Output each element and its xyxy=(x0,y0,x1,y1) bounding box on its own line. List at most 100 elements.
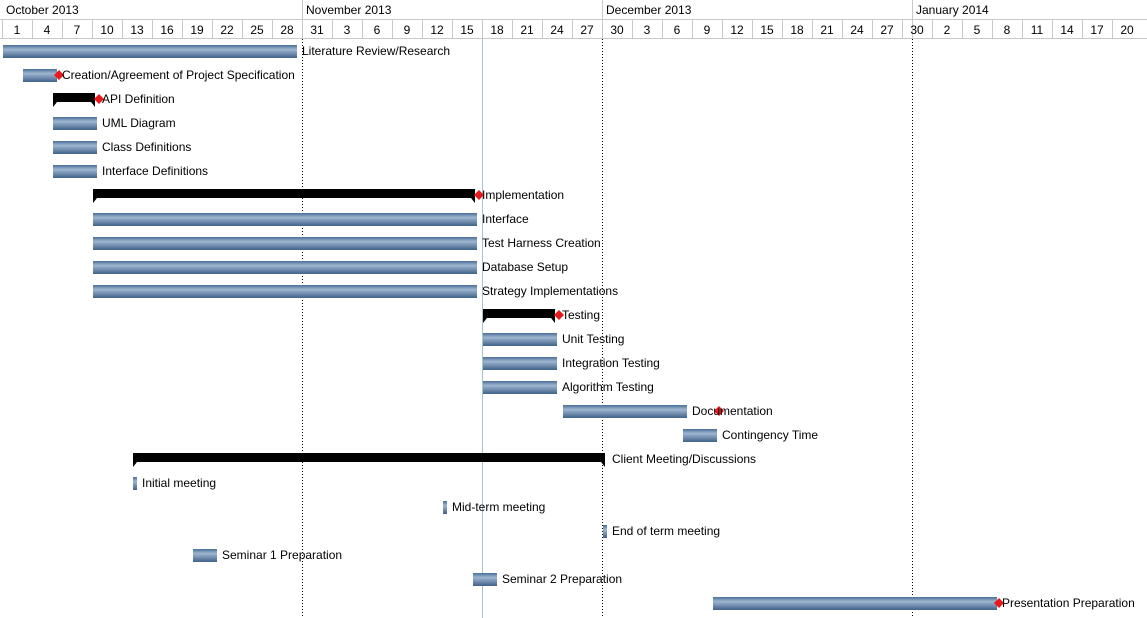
day-tick-label: 5 xyxy=(974,23,981,37)
day-tick-label: 17 xyxy=(1090,23,1104,37)
day-tick-label: 27 xyxy=(580,23,594,37)
task-label: Database Setup xyxy=(482,260,568,274)
task-row: Interface xyxy=(93,212,529,226)
task-label: UML Diagram xyxy=(102,116,176,130)
task-row: Presentation Preparation xyxy=(713,596,1135,610)
summary-bar-cap-right xyxy=(471,198,475,203)
task-label: Class Definitions xyxy=(102,140,191,154)
task-row: Test Harness Creation xyxy=(93,236,601,250)
task-bar xyxy=(473,573,497,586)
task-row: Testing xyxy=(483,308,600,323)
timeline-header: October 2013 November 2013 December 2013 Ja… xyxy=(0,0,1147,39)
task-label: Integration Testing xyxy=(562,356,660,370)
summary-bar xyxy=(133,453,605,462)
task-label: Interface xyxy=(482,212,529,226)
task-row: Literature Review/Research xyxy=(3,44,450,58)
milestone-marker xyxy=(54,70,64,80)
task-row: Documentation xyxy=(563,404,773,418)
day-tick-label: 18 xyxy=(790,23,804,37)
task-bar xyxy=(443,501,447,514)
task-row: Seminar 1 Preparation xyxy=(193,548,342,562)
task-rows: Literature Review/Research Creation/Agree… xyxy=(3,44,1135,610)
day-tick-label: 12 xyxy=(430,23,444,37)
day-tick-label: 19 xyxy=(190,23,204,37)
day-tick-label: 1 xyxy=(14,23,21,37)
task-label: Initial meeting xyxy=(142,476,216,490)
day-tick-label: 30 xyxy=(610,23,624,37)
summary-bar-cap-right xyxy=(551,318,555,323)
task-label: Strategy Implementations xyxy=(482,284,618,298)
day-tick-label: 21 xyxy=(520,23,534,37)
task-bar xyxy=(93,261,477,274)
day-tick-label: 3 xyxy=(344,23,351,37)
day-tick-label: 8 xyxy=(1004,23,1011,37)
task-label: End of term meeting xyxy=(612,524,720,538)
summary-bar xyxy=(93,189,475,198)
day-tick-label: 14 xyxy=(1060,23,1074,37)
task-label: Implementation xyxy=(482,188,564,202)
task-label: API Definition xyxy=(102,92,175,106)
day-tick-label: 11 xyxy=(1031,23,1044,37)
task-label: Test Harness Creation xyxy=(482,236,601,250)
day-tick-label: 21 xyxy=(820,23,834,37)
task-row: Database Setup xyxy=(93,260,568,274)
summary-bar-cap-left xyxy=(53,102,57,107)
task-row: Implementation xyxy=(93,188,564,203)
summary-bar-cap-left xyxy=(133,462,137,467)
month-label: January 2014 xyxy=(916,3,989,17)
day-tick-label: 16 xyxy=(160,23,174,37)
task-row: Client Meeting/Discussions xyxy=(133,452,756,467)
day-tick-label: 25 xyxy=(250,23,264,37)
task-row: Initial meeting xyxy=(133,476,216,490)
day-tick-label: 28 xyxy=(280,23,294,37)
task-label: Contingency Time xyxy=(722,428,818,442)
day-tick-label: 18 xyxy=(490,23,504,37)
task-bar xyxy=(483,381,557,394)
task-row: End of term meeting xyxy=(603,524,720,538)
day-tick-label: 24 xyxy=(550,23,564,37)
milestone-marker xyxy=(554,310,564,320)
task-label: Client Meeting/Discussions xyxy=(612,452,756,466)
task-label: Seminar 2 Preparation xyxy=(502,572,622,586)
milestone-marker xyxy=(474,190,484,200)
milestone-marker xyxy=(714,406,724,416)
task-bar xyxy=(483,333,557,346)
task-label: Literature Review/Research xyxy=(302,44,450,58)
summary-bar-cap-left xyxy=(93,198,97,203)
task-bar xyxy=(93,285,477,298)
task-label: Presentation Preparation xyxy=(1002,596,1135,610)
task-row: API Definition xyxy=(53,92,175,107)
task-row: Mid-term meeting xyxy=(443,500,545,514)
task-row: Integration Testing xyxy=(483,356,660,370)
day-tick-label: 9 xyxy=(404,23,411,37)
task-bar xyxy=(53,165,97,178)
day-tick-label: 24 xyxy=(850,23,864,37)
task-bar xyxy=(23,69,57,82)
task-label: Testing xyxy=(562,308,600,322)
summary-bar-cap-left xyxy=(483,318,487,323)
day-tick-label: 7 xyxy=(74,23,81,37)
day-tick-label: 6 xyxy=(674,23,681,37)
task-row: Contingency Time xyxy=(683,428,818,442)
day-tick-label: 20 xyxy=(1120,23,1134,37)
task-label: Algorithm Testing xyxy=(562,380,654,394)
task-row: Strategy Implementations xyxy=(93,284,618,298)
summary-bar-cap-right xyxy=(91,102,95,107)
day-tick-label: 15 xyxy=(460,23,474,37)
summary-bar-cap-right xyxy=(601,462,605,467)
day-tick-label: 22 xyxy=(220,23,234,37)
day-tick-label: 6 xyxy=(374,23,381,37)
task-row: Interface Definitions xyxy=(53,164,208,178)
task-row: Algorithm Testing xyxy=(483,380,654,394)
day-tick-label: 31 xyxy=(310,23,324,37)
task-bar xyxy=(193,549,217,562)
day-tick-label: 9 xyxy=(704,23,711,37)
task-label: Interface Definitions xyxy=(102,164,208,178)
month-label: October 2013 xyxy=(6,3,79,17)
task-bar xyxy=(93,237,477,250)
summary-bar xyxy=(483,309,555,318)
task-bar xyxy=(603,525,607,538)
day-tick-label: 27 xyxy=(880,23,894,37)
task-label: Mid-term meeting xyxy=(452,500,545,514)
